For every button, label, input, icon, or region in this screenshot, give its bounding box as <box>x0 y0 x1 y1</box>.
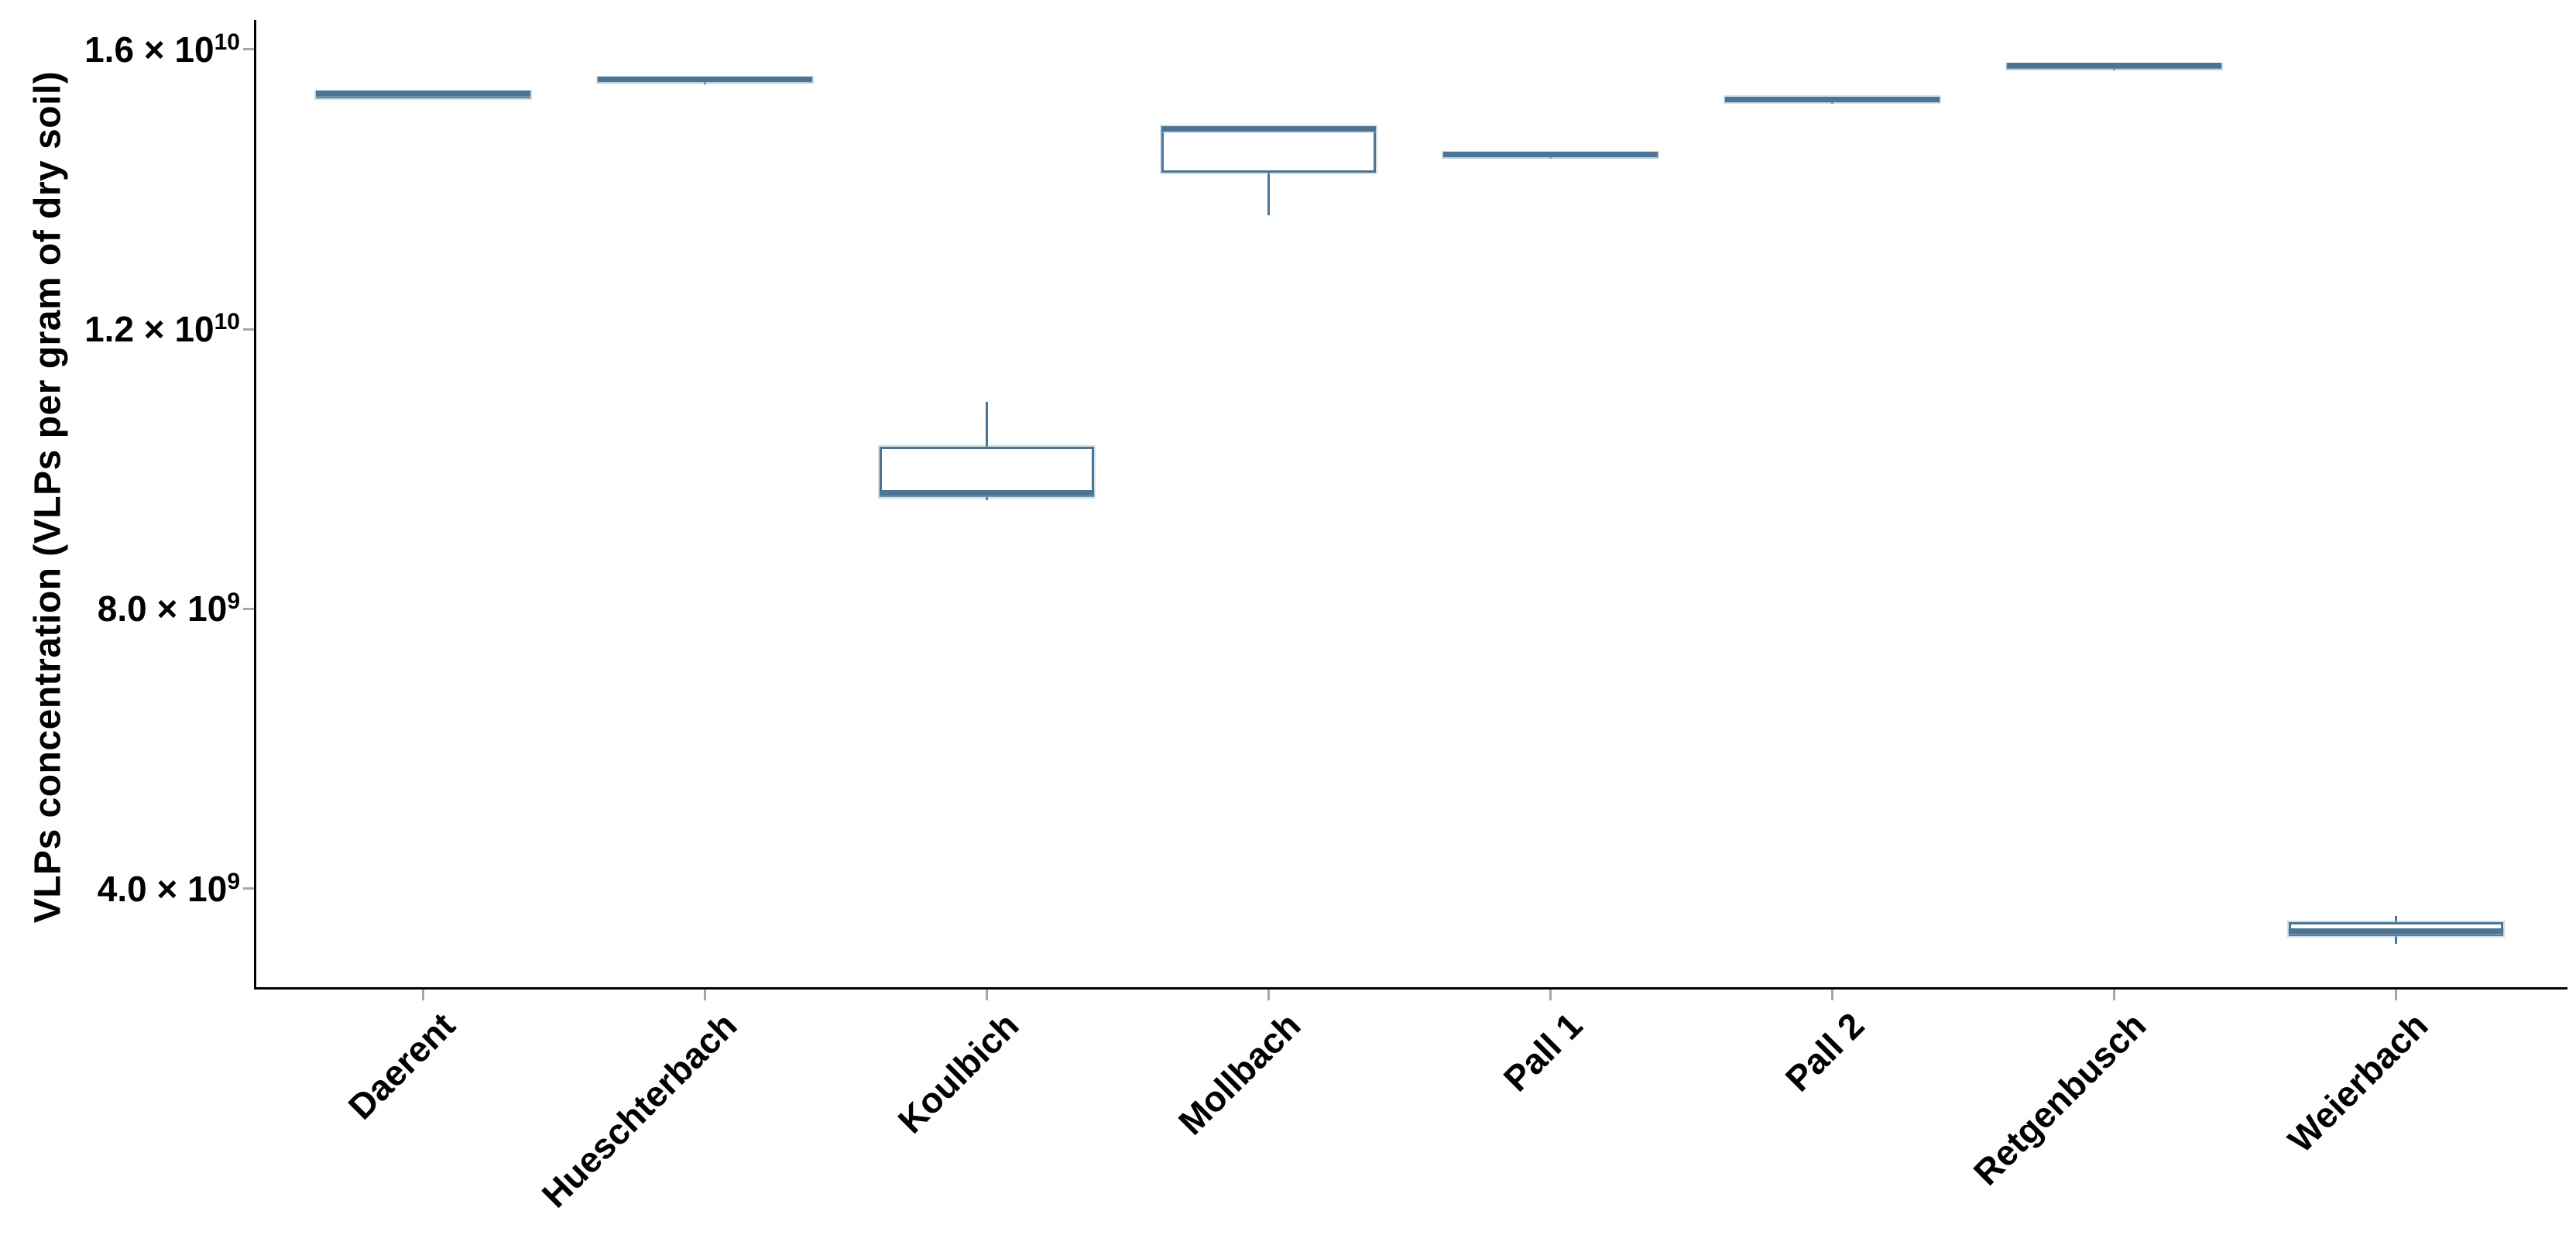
y-tick-base: 4.0 × 10 <box>97 868 228 909</box>
median-line <box>2288 928 2503 935</box>
x-category-label: Koulbich <box>890 1004 1027 1141</box>
y-tick-exponent: 10 <box>214 29 240 55</box>
median-line <box>1442 151 1658 157</box>
upper-whisker <box>985 402 988 447</box>
x-category-label: Retgenbusch <box>1965 1004 2154 1193</box>
median-line <box>879 490 1094 496</box>
lower-whisker <box>2112 67 2115 71</box>
x-tick-mark <box>2112 990 2115 1000</box>
box-iqr <box>1161 126 1376 173</box>
upper-whisker <box>2394 915 2397 922</box>
y-tick-label: 1.2 × 1010 <box>0 306 240 352</box>
x-category-label: Mollbach <box>1170 1004 1309 1143</box>
median-line <box>2006 63 2221 69</box>
x-tick-mark <box>2394 990 2397 1000</box>
y-tick-base: 1.6 × 10 <box>84 29 214 70</box>
y-tick-exponent: 9 <box>227 588 240 615</box>
lower-whisker <box>985 496 988 501</box>
x-category-label: Pall 1 <box>1495 1004 1590 1099</box>
x-category-label: Pall 2 <box>1777 1004 1872 1099</box>
x-category-label: Daerent <box>340 1004 463 1127</box>
x-axis-line <box>254 987 2567 990</box>
y-tick-base: 1.2 × 10 <box>84 309 214 350</box>
y-axis-line <box>254 20 256 990</box>
median-line <box>597 77 812 83</box>
lower-whisker <box>1549 156 1552 159</box>
lower-whisker <box>1830 101 1833 104</box>
median-line <box>315 91 530 97</box>
box-iqr <box>879 446 1094 497</box>
x-tick-mark <box>421 990 424 1000</box>
lower-whisker <box>1267 172 1270 215</box>
median-line <box>1724 96 1940 102</box>
y-tick-label: 1.6 × 1010 <box>0 26 240 73</box>
y-tick-base: 8.0 × 10 <box>97 588 228 629</box>
x-tick-mark <box>985 990 988 1000</box>
y-tick-label: 8.0 × 109 <box>0 585 240 632</box>
x-tick-mark <box>1267 990 1270 1000</box>
y-tick-exponent: 10 <box>214 309 240 335</box>
y-tick-mark <box>243 328 254 331</box>
y-tick-label: 4.0 × 109 <box>0 866 240 912</box>
x-tick-mark <box>1549 990 1552 1000</box>
median-line <box>1161 125 1376 132</box>
y-tick-exponent: 9 <box>227 868 240 894</box>
x-tick-mark <box>1830 990 1833 1000</box>
x-tick-mark <box>703 990 706 1000</box>
y-axis-title: VLPs concentration (VLPs per gram of dry… <box>27 70 69 924</box>
lower-whisker <box>703 82 706 85</box>
y-tick-mark <box>243 607 254 610</box>
x-category-label: Hueschterbach <box>533 1004 745 1216</box>
y-tick-mark <box>243 48 254 51</box>
y-tick-mark <box>243 887 254 890</box>
x-category-label: Weierbach <box>2279 1004 2436 1161</box>
lower-whisker <box>2394 936 2397 944</box>
